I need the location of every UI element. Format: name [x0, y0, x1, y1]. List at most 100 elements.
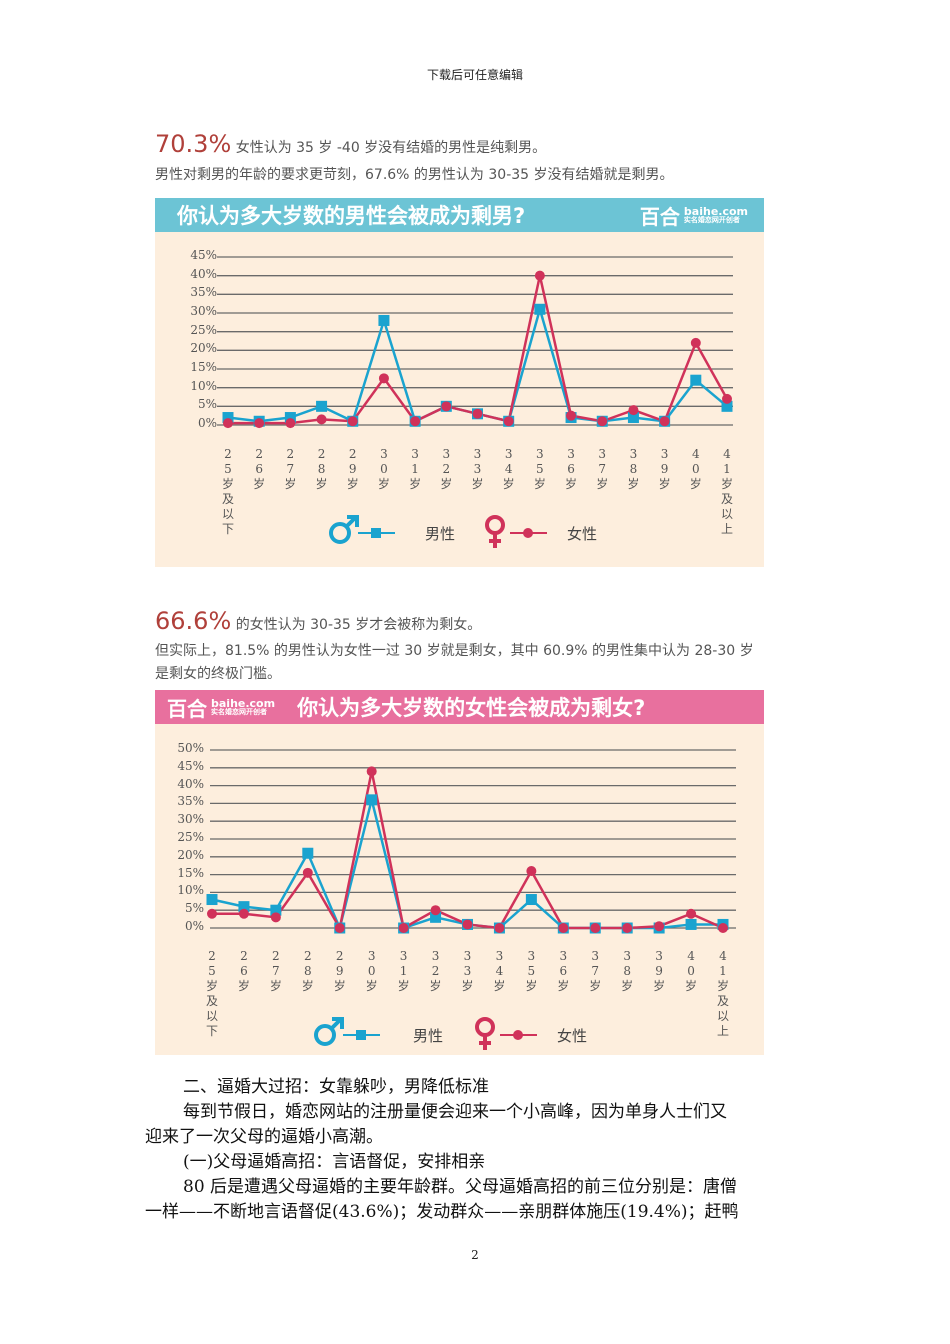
- x-tick-label: 28岁: [301, 949, 314, 993]
- x-tick-label: 29岁: [333, 949, 346, 993]
- x-tick-label: 29岁: [346, 447, 359, 491]
- leftover-women-chart: 百合 baihe.com 实名婚恋网开创者 你认为多大岁数的女性会被成为剩女? 0…: [155, 690, 764, 1055]
- x-tick-label: 40岁: [689, 447, 702, 491]
- female-data-point: [590, 923, 601, 933]
- highlight-stat: 70.3%: [155, 130, 232, 158]
- male-data-point: [721, 400, 733, 412]
- female-data-point: [722, 393, 732, 404]
- male-data-point: [316, 400, 328, 412]
- y-tick-label: 35%: [177, 794, 204, 809]
- y-tick-label: 40%: [177, 776, 204, 791]
- x-tick-label: 34岁: [493, 949, 506, 993]
- female-data-point: [718, 923, 728, 933]
- series-line-female: [212, 771, 724, 932]
- female-data-point: [223, 418, 233, 429]
- female-data-point: [494, 923, 505, 933]
- y-tick-label: 25%: [177, 830, 204, 844]
- stat-line-1: 66.6% 的女性认为 30-35 岁才会被称为剩女。: [155, 607, 481, 635]
- x-tick-label: 39岁: [653, 949, 666, 993]
- leftover-men-chart: 你认为多大岁数的男性会被成为剩男? 百合 baihe.com 实名婚恋网开创者 0…: [155, 198, 764, 567]
- y-tick-label: 45%: [190, 248, 217, 262]
- x-tick-label: 32岁: [440, 447, 453, 491]
- paragraph-line: 一样——不断地言语督促(43.6%)；发动群众——亲朋群体施压(19.4%)；赶…: [145, 1202, 739, 1222]
- y-tick-label: 50%: [177, 741, 204, 755]
- female-data-point: [503, 416, 514, 427]
- x-tick-label: 31岁: [409, 447, 422, 491]
- stat-line-3: 是剩女的终极门槛。: [155, 666, 281, 682]
- paragraph-line: 迎来了一次父母的逼婚小高潮。: [145, 1127, 383, 1147]
- x-tick-label: 41岁及以上: [720, 447, 733, 536]
- legend-label-male: 男性: [425, 525, 456, 543]
- x-tick-label: 36岁: [557, 949, 570, 993]
- y-tick-label: 40%: [190, 266, 217, 281]
- x-tick-label: 33岁: [471, 447, 484, 491]
- female-symbol-icon: [475, 1017, 495, 1050]
- legend-label-male: 男性: [413, 1027, 444, 1045]
- y-tick-label: 15%: [190, 360, 217, 374]
- x-tick-label: 26岁: [237, 949, 250, 993]
- highlight-stat: 66.6%: [155, 607, 232, 635]
- female-data-point: [254, 418, 265, 429]
- female-symbol-icon: [485, 515, 505, 548]
- male-data-point: [366, 794, 378, 806]
- chart-title-band: 你认为多大岁数的男性会被成为剩男? 百合 baihe.com 实名婚恋网开创者: [155, 198, 764, 232]
- female-data-point: [534, 270, 545, 281]
- male-legend-marker: [358, 528, 395, 538]
- male-symbol-icon: [329, 515, 359, 544]
- female-data-point: [628, 405, 639, 416]
- x-tick-label: 34岁: [502, 447, 515, 491]
- x-tick-label: 38岁: [627, 447, 640, 491]
- male-symbol-icon: [314, 1017, 344, 1046]
- female-data-point: [270, 912, 281, 923]
- chart-title-band: 百合 baihe.com 实名婚恋网开创者 你认为多大岁数的女性会被成为剩女?: [155, 690, 764, 724]
- logo-slogan: 实名婚恋网开创者: [211, 708, 267, 716]
- male-data-point: [284, 412, 296, 424]
- page-number: 2: [471, 1248, 479, 1262]
- x-tick-label: 31岁: [397, 949, 410, 993]
- male-data-point: [534, 303, 546, 315]
- female-data-point: [207, 908, 217, 919]
- male-legend-marker: [343, 1030, 380, 1040]
- section-heading: 二、逼婚大过招：女靠躲吵，男降低标准: [183, 1077, 489, 1097]
- female-data-point: [285, 418, 296, 429]
- y-tick-label: 45%: [177, 758, 204, 773]
- stat-text: 的女性认为 30-35 岁才会被称为剩女。: [235, 617, 482, 633]
- female-data-point: [334, 923, 345, 933]
- legend-label-female: 女性: [567, 525, 598, 543]
- chart-title: 你认为多大岁数的女性会被成为剩女?: [297, 696, 646, 720]
- y-tick-label: 10%: [177, 883, 204, 898]
- female-data-point: [430, 905, 441, 916]
- male-data-point: [627, 412, 639, 424]
- chart-title: 你认为多大岁数的男性会被成为剩男?: [177, 204, 526, 228]
- page-header: 下载后可任意编辑: [426, 68, 523, 82]
- male-data-point: [685, 918, 697, 930]
- logo-text: 百合: [167, 696, 207, 721]
- female-data-point: [686, 908, 697, 919]
- y-tick-label: 0%: [197, 416, 217, 430]
- x-tick-label: 25岁及以下: [221, 447, 234, 536]
- x-tick-label: 37岁: [596, 447, 609, 491]
- stat-line-1: 70.3% 女性认为 35 岁 -40 岁没有结婚的男性是纯剩男。: [155, 130, 546, 158]
- y-tick-label: 5%: [184, 901, 204, 916]
- y-tick-label: 25%: [190, 322, 217, 337]
- x-tick-label: 40岁: [685, 949, 698, 993]
- male-data-point: [302, 847, 314, 859]
- x-tick-label: 30岁: [377, 447, 390, 491]
- x-tick-label: 27岁: [284, 447, 297, 491]
- male-data-point: [430, 911, 442, 923]
- male-data-point: [206, 894, 218, 906]
- stat-line-2: 但实际上，81.5% 的男性认为女性一过 30 岁就是剩女，其中 60.9% 的…: [155, 643, 754, 659]
- x-tick-label: 35岁: [525, 949, 538, 993]
- female-data-point: [238, 908, 249, 919]
- legend-label-female: 女性: [557, 1027, 588, 1045]
- x-tick-label: 26岁: [253, 447, 266, 491]
- female-data-point: [472, 408, 483, 419]
- male-data-point: [222, 412, 234, 424]
- x-tick-label: 27岁: [269, 949, 282, 993]
- chart-plot: [217, 256, 733, 548]
- x-tick-label: 41岁及以上: [716, 949, 729, 1038]
- paragraph-line: 每到节假日，婚恋网站的注册量便会迎来一个小高峰，因为单身人士们又: [183, 1102, 727, 1122]
- series-line-female: [228, 275, 729, 425]
- female-data-point: [316, 414, 327, 425]
- y-tick-label: 10%: [190, 378, 217, 393]
